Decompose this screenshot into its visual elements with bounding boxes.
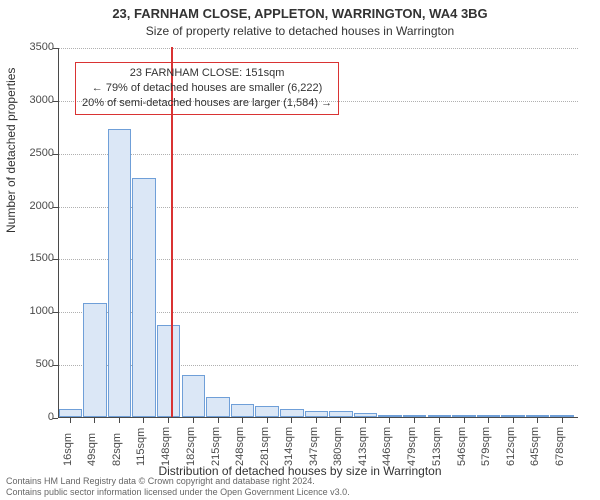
x-tick-mark	[513, 418, 514, 423]
histogram-bar	[280, 409, 304, 417]
histogram-bar	[403, 415, 427, 417]
histogram-bar	[452, 415, 476, 417]
histogram-bar	[231, 404, 255, 417]
x-tick-mark	[562, 418, 563, 423]
histogram-bar	[550, 415, 574, 417]
x-tick-mark	[464, 418, 465, 423]
histogram-bar	[354, 413, 378, 417]
histogram-bar	[305, 411, 329, 417]
histogram-bar	[59, 409, 83, 417]
histogram-bar	[477, 415, 501, 417]
y-tick-label: 1000	[14, 305, 54, 317]
y-tick-label: 2500	[14, 147, 54, 159]
x-tick-mark	[537, 418, 538, 423]
y-tick-label: 3000	[14, 94, 54, 106]
x-tick-mark	[242, 418, 243, 423]
histogram-bar	[526, 415, 550, 417]
chart-container: 23, FARNHAM CLOSE, APPLETON, WARRINGTON,…	[0, 0, 600, 500]
footer-line1: Contains HM Land Registry data © Crown c…	[6, 476, 350, 487]
histogram-bar	[132, 178, 156, 417]
histogram-bar	[108, 129, 132, 417]
annotation-line3: 20% of semi-detached houses are larger (…	[82, 96, 332, 111]
y-tick-label: 0	[14, 411, 54, 423]
annotation-box: 23 FARNHAM CLOSE: 151sqm ← 79% of detach…	[75, 62, 339, 115]
chart-subtitle: Size of property relative to detached ho…	[0, 24, 600, 38]
x-tick-mark	[488, 418, 489, 423]
footer-attribution: Contains HM Land Registry data © Crown c…	[6, 476, 350, 498]
x-tick-mark	[193, 418, 194, 423]
chart-title-address: 23, FARNHAM CLOSE, APPLETON, WARRINGTON,…	[0, 6, 600, 21]
x-tick-mark	[143, 418, 144, 423]
x-tick-mark	[168, 418, 169, 423]
x-tick-mark	[414, 418, 415, 423]
footer-line2: Contains public sector information licen…	[6, 487, 350, 498]
y-tick-label: 1500	[14, 252, 54, 264]
x-tick-mark	[365, 418, 366, 423]
annotation-line2: ← 79% of detached houses are smaller (6,…	[82, 81, 332, 96]
histogram-bar	[329, 411, 353, 417]
histogram-bar	[255, 406, 279, 417]
histogram-bar	[378, 415, 402, 417]
x-tick-mark	[218, 418, 219, 423]
x-tick-mark	[291, 418, 292, 423]
gridline	[59, 154, 578, 155]
x-tick-mark	[94, 418, 95, 423]
y-tick-label: 3500	[14, 41, 54, 53]
annotation-line1: 23 FARNHAM CLOSE: 151sqm	[82, 66, 332, 81]
histogram-bar	[428, 415, 452, 417]
x-tick-mark	[119, 418, 120, 423]
gridline	[59, 48, 578, 49]
x-tick-mark	[389, 418, 390, 423]
x-tick-mark	[439, 418, 440, 423]
y-tick-label: 2000	[14, 200, 54, 212]
histogram-bar	[182, 375, 206, 417]
x-tick-mark	[70, 418, 71, 423]
y-tick-label: 500	[14, 358, 54, 370]
x-tick-mark	[316, 418, 317, 423]
histogram-bar	[501, 415, 525, 417]
histogram-bar	[206, 397, 230, 417]
histogram-bar	[157, 325, 181, 417]
histogram-bar	[83, 303, 107, 417]
x-tick-mark	[267, 418, 268, 423]
x-tick-mark	[340, 418, 341, 423]
